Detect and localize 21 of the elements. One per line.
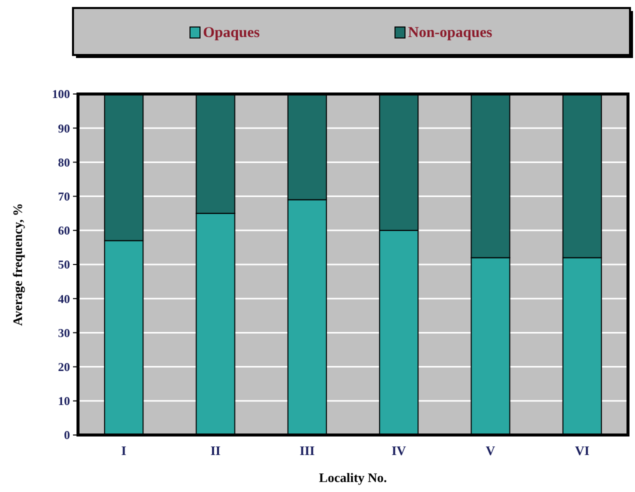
y-tick-label: 50	[58, 258, 70, 272]
y-tick-label: 80	[58, 155, 70, 170]
y-tick-label: 40	[58, 292, 70, 306]
x-tick-label: II	[210, 443, 221, 458]
y-tick-label: 60	[58, 224, 70, 238]
x-tick-label: IV	[392, 443, 407, 458]
y-tick-label: 90	[58, 121, 70, 136]
legend-label: Non-opaques	[408, 25, 492, 41]
x-axis-title: Locality No.	[319, 470, 387, 485]
y-tick-label: 20	[58, 360, 70, 374]
x-tick-label: I	[121, 443, 126, 458]
y-tick-label: 30	[58, 326, 70, 340]
y-tick-label: 0	[64, 428, 70, 442]
x-tick-label: III	[300, 443, 315, 458]
y-tick-label: 10	[58, 394, 70, 408]
legend-label: Opaques	[203, 25, 260, 41]
y-axis-title: Average frequency, %	[10, 203, 25, 326]
y-tick-label: 70	[58, 190, 70, 204]
y-tick-label: 100	[52, 87, 70, 102]
x-tick-label: V	[486, 443, 496, 458]
x-tick-label: VI	[574, 443, 590, 458]
